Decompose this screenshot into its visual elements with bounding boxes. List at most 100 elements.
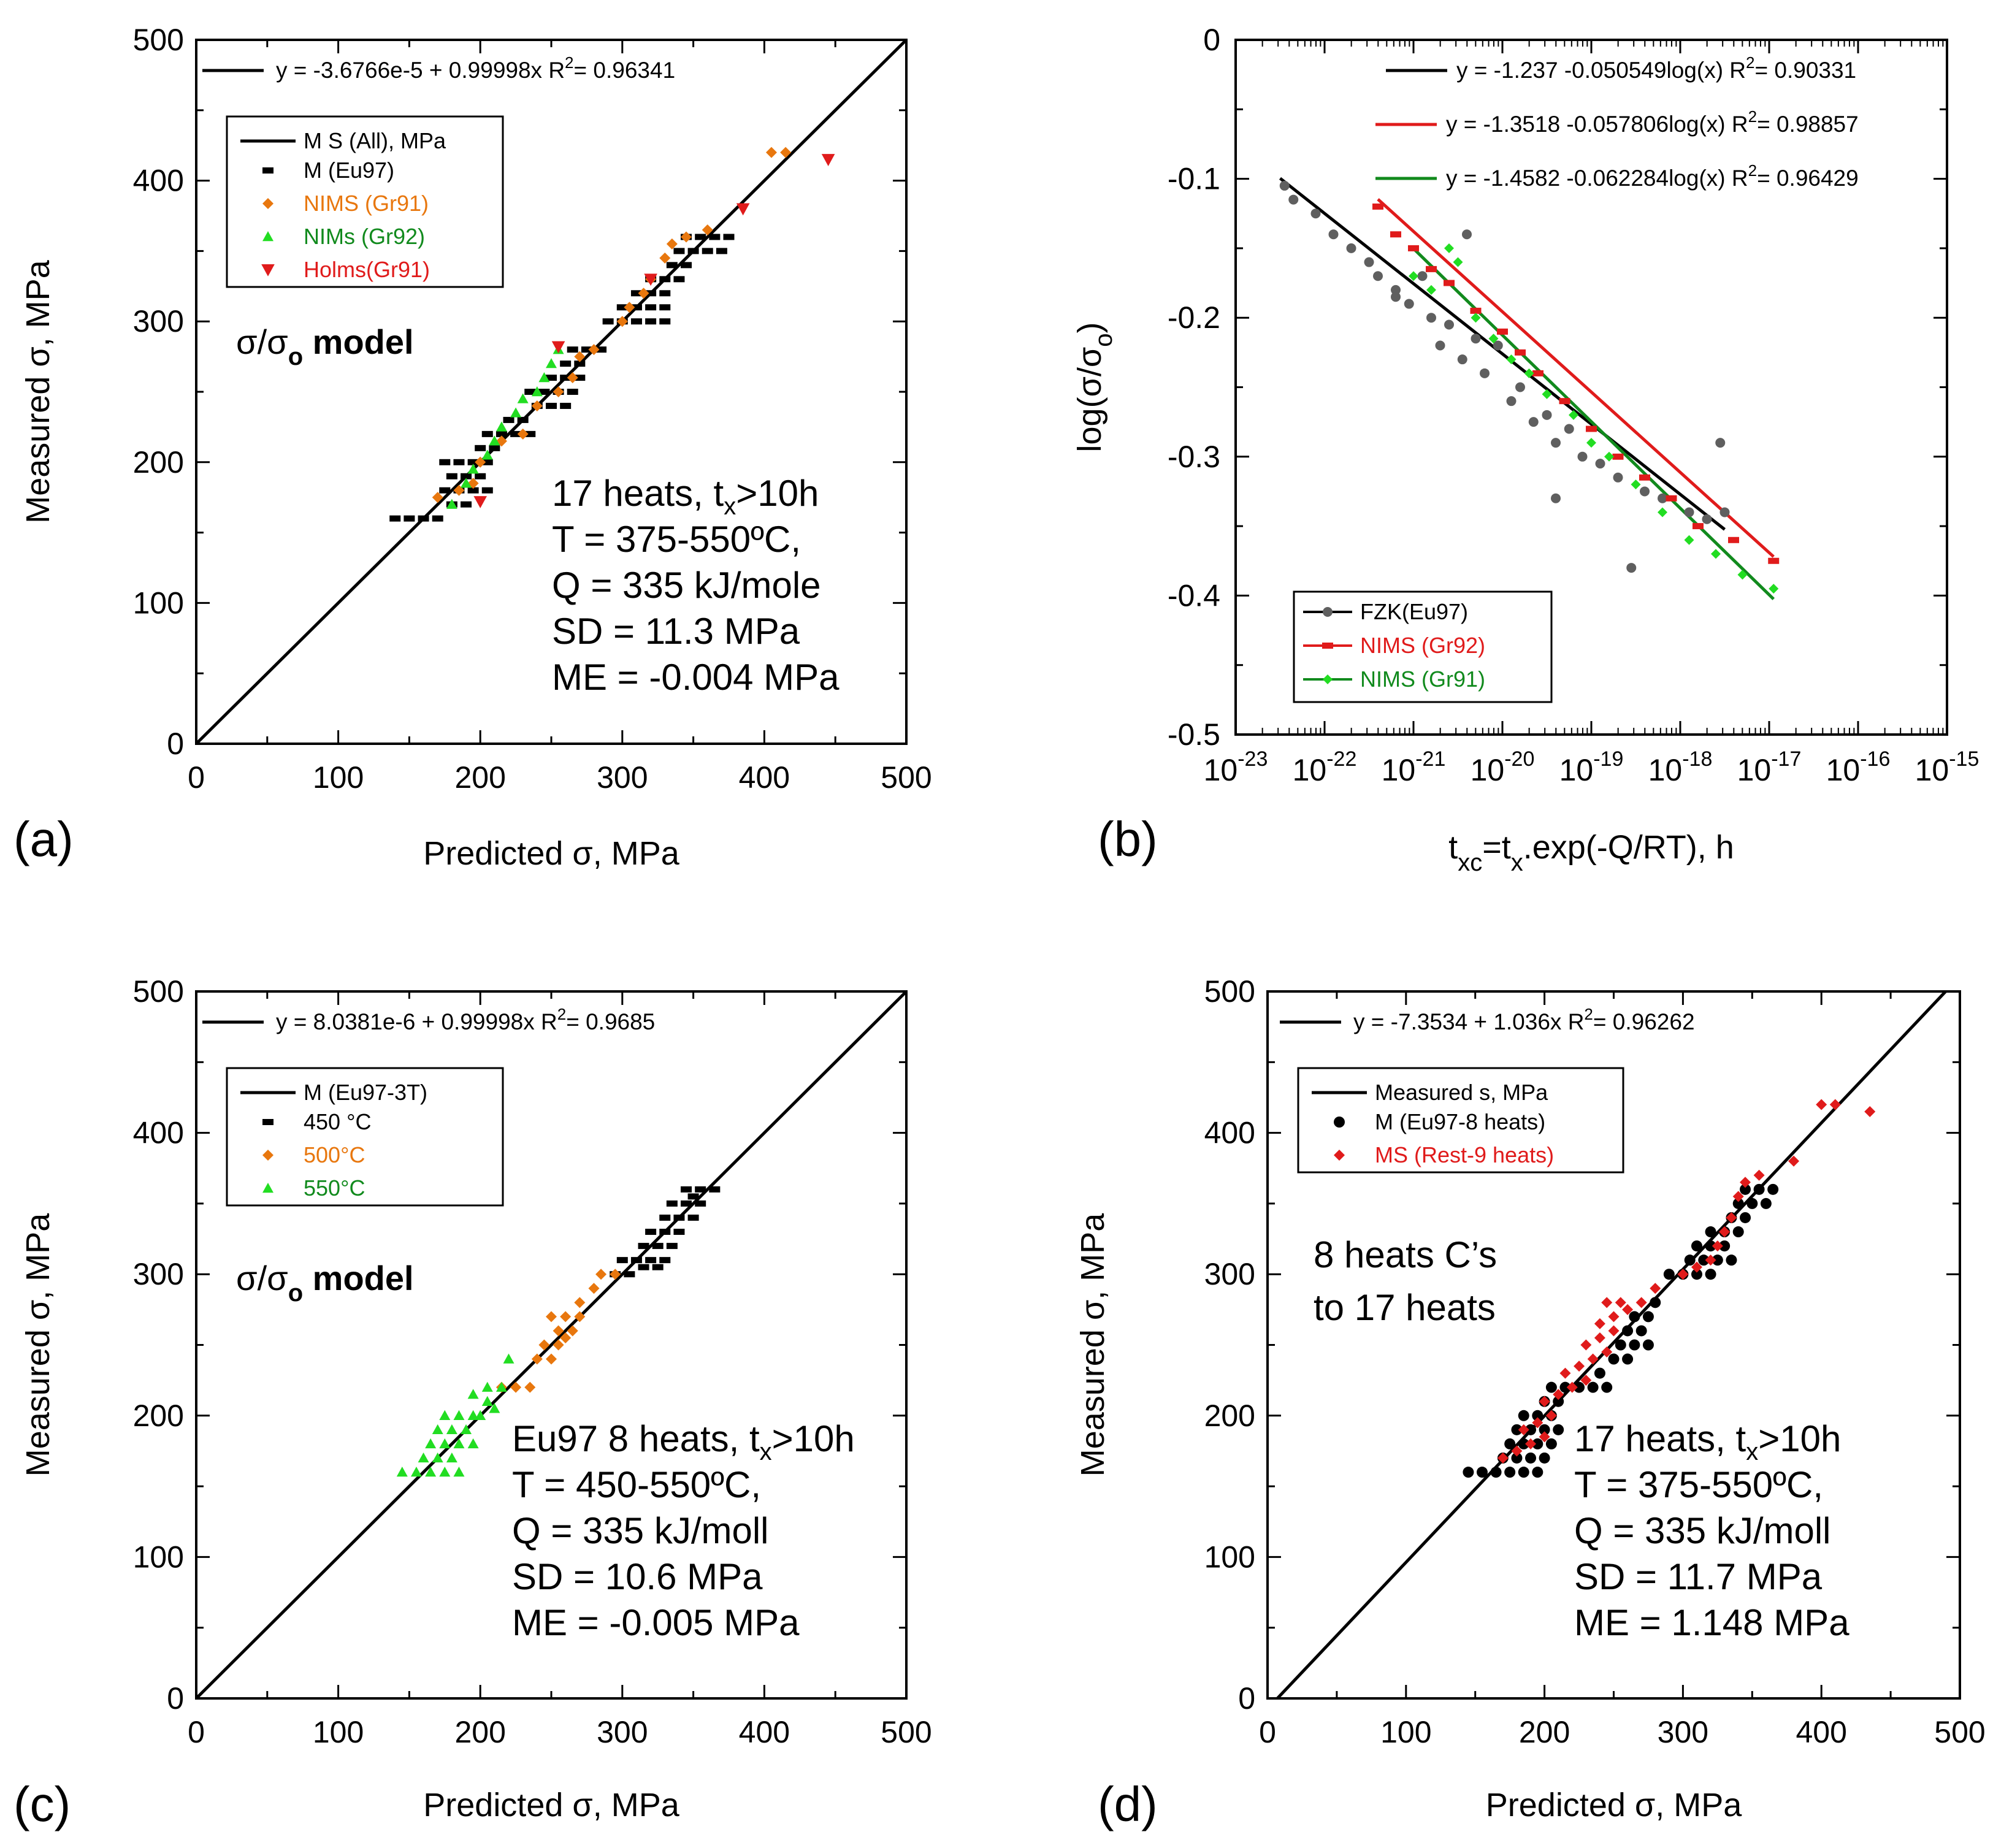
data-point	[1525, 1452, 1537, 1464]
x-tick-exp: -20	[1504, 747, 1534, 771]
x-tick-label: 10-20	[1471, 747, 1535, 787]
data-point	[481, 430, 493, 437]
data-point	[475, 445, 486, 451]
data-point	[439, 1410, 451, 1420]
data-point	[560, 361, 572, 367]
x-tick-label: 0	[1259, 1715, 1276, 1749]
legend-entry: NIMs (Gr92)	[304, 224, 425, 249]
fit-equation-tail: = 0.96429	[1757, 166, 1859, 191]
data-point	[1457, 354, 1467, 365]
data-point	[574, 375, 586, 381]
data-point	[1574, 1381, 1585, 1393]
series-holms-gr91-	[473, 154, 835, 508]
fit-equation-sup: 2	[1584, 1005, 1593, 1023]
x-tick-label: 500	[1934, 1715, 1985, 1749]
data-point	[1564, 424, 1574, 434]
annotation-line: ME = -0.004 MPa	[552, 657, 840, 698]
data-point	[574, 351, 586, 362]
legend-marker	[261, 264, 275, 277]
data-point	[695, 1186, 706, 1193]
y-tick-label: 500	[133, 974, 184, 1009]
data-point	[1712, 1240, 1723, 1252]
data-point	[538, 1339, 550, 1351]
fit-equation-tail: = 0.96262	[1593, 1009, 1695, 1034]
x-tick-base: 10	[1826, 753, 1861, 787]
y-axis-title: Measured σ, MPa	[20, 259, 56, 523]
data-point	[616, 1257, 628, 1264]
y-tick-label: 400	[1204, 1116, 1255, 1150]
data-point	[1408, 245, 1419, 251]
y-tick-label: 0	[167, 727, 184, 761]
series-nims-gr91-	[432, 147, 792, 503]
fit-equation-main: y = -7.3534 + 1.036x R	[1353, 1009, 1584, 1034]
x-tick-label: 100	[1380, 1715, 1431, 1749]
data-point	[439, 459, 451, 465]
legend-title: Measured s, MPa	[1375, 1080, 1548, 1105]
y-tick-label: 400	[133, 164, 184, 198]
y-tick-label: 300	[1204, 1257, 1255, 1291]
legend-entry: 500°C	[304, 1142, 365, 1167]
data-point	[681, 262, 692, 269]
x-tick-label: 10-17	[1737, 747, 1802, 787]
annotation-post: >10h	[1758, 1418, 1841, 1459]
data-point	[1663, 1269, 1675, 1280]
panel-a: 0 100 200 300 400 500 0 100 200 300 400 500 Predicte…	[13, 23, 932, 872]
fit-line	[1275, 991, 1948, 1698]
legend-box	[226, 1067, 504, 1207]
fit-equation-sup: 2	[1748, 161, 1757, 180]
y-axis-title: Measured σ, MPa	[20, 1213, 56, 1476]
data-point	[1587, 1381, 1599, 1393]
data-point	[1504, 1467, 1516, 1478]
data-point	[546, 358, 557, 368]
model-label-post: model	[303, 323, 413, 361]
data-point	[524, 389, 536, 395]
data-point	[1504, 1438, 1516, 1449]
data-point	[645, 1257, 657, 1264]
data-point	[567, 1325, 578, 1337]
data-point	[453, 1438, 465, 1449]
data-point	[1542, 410, 1552, 420]
data-point	[1740, 1212, 1751, 1223]
y-tick-label: 200	[1204, 1399, 1255, 1433]
fit-equation-main: y = -1.237 -0.050549log(x) R	[1456, 58, 1746, 83]
x-title-t: t	[1448, 829, 1458, 866]
x-tick-label: 10-21	[1382, 747, 1446, 787]
x-tick-exp: -23	[1237, 747, 1268, 771]
data-point	[1515, 382, 1525, 392]
data-point	[1476, 1467, 1488, 1478]
model-label: σ/σo model	[236, 323, 414, 370]
data-point	[659, 304, 671, 311]
data-point	[1705, 1269, 1716, 1280]
legend-marker	[1323, 674, 1333, 684]
annotation-text: Q = 335 kJ/moll	[512, 1510, 769, 1551]
data-point	[673, 276, 685, 283]
data-point	[453, 1410, 465, 1420]
x-tick-base: 10	[1915, 753, 1949, 787]
data-point	[1525, 1438, 1537, 1449]
data-point	[1586, 426, 1597, 432]
data-point	[1426, 265, 1437, 272]
y-tick-label: 200	[133, 1399, 184, 1433]
y-title-sub: o	[1090, 334, 1117, 347]
data-point	[1740, 1183, 1751, 1195]
data-point	[1705, 1254, 1716, 1266]
data-point	[1545, 1438, 1557, 1449]
data-point	[467, 1410, 479, 1420]
annotation-text: SD = 11.7 MPa	[1574, 1556, 1823, 1597]
data-point	[1511, 1445, 1523, 1457]
data-point	[453, 1467, 465, 1477]
x-tick-label: 100	[313, 1715, 364, 1749]
fit-line	[196, 40, 906, 744]
x-tick-label: 10-15	[1915, 747, 1979, 787]
data-point	[659, 1229, 671, 1235]
fit-equation: y = -1.4582 -0.062284log(x) R2= 0.96429	[1446, 161, 1859, 191]
fit-line	[196, 991, 906, 1698]
data-point	[1390, 231, 1401, 238]
x-tick-label: 400	[1796, 1715, 1846, 1749]
data-point	[1539, 1396, 1550, 1407]
data-point	[1539, 1431, 1550, 1443]
legend-entry: 550°C	[304, 1175, 365, 1201]
data-point	[1364, 257, 1374, 267]
legend-entry: Holms(Gr91)	[304, 257, 430, 282]
data-point	[446, 1452, 457, 1463]
